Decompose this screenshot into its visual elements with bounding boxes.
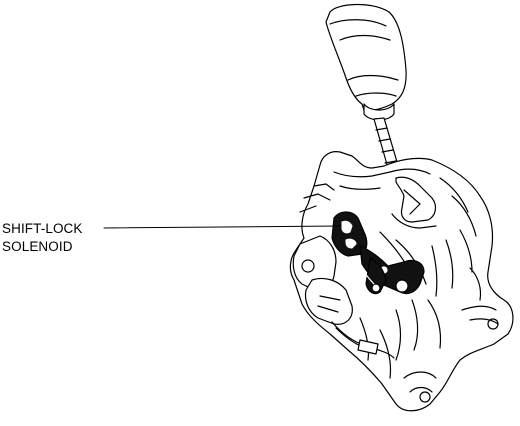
callout-label-line-1: SHIFT-LOCK (2, 221, 83, 236)
shift-lock-solenoid (331, 211, 425, 295)
shift-lock-solenoid-label: SHIFT-LOCK SOLENOID (2, 220, 83, 256)
shift-knob (325, 3, 407, 121)
callout-leader-line (103, 225, 341, 229)
callout-label-line-2: SOLENOID (2, 239, 73, 254)
mounting-bracket (292, 235, 395, 359)
